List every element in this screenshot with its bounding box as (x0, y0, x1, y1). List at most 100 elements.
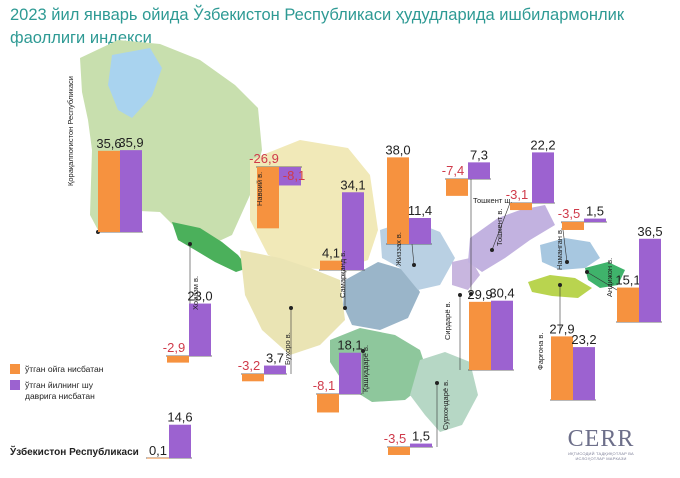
map-region-surkhandarya (410, 352, 478, 432)
map-region-bukhara (240, 250, 345, 355)
region-4-bar-year (532, 152, 554, 203)
region-0-bar-month (98, 150, 120, 232)
region-12-value-label-year: 30,4 (489, 286, 514, 301)
region-6-marker-dot (585, 270, 589, 274)
legend-swatch-purple (10, 380, 20, 390)
region-11-value-label-year: 1,5 (412, 429, 430, 444)
region-1-bar-year (279, 167, 301, 186)
region-4-value-label-year: 22,2 (530, 137, 555, 152)
region-6-value-label-month: 15,1 (615, 273, 640, 288)
region-0-value-label-year: 35,9 (118, 135, 143, 150)
region-13-name-label: Фарғона в. (536, 333, 545, 370)
region-8-value-label-month: -2,9 (163, 340, 185, 355)
region-9-name-label: Бухоро в. (283, 332, 292, 365)
region-2-bar-month (387, 157, 409, 244)
region-0-bar-year (120, 150, 142, 232)
region-5-name-label: Наманган в. (555, 228, 564, 270)
region-13-bar-year (573, 347, 595, 400)
region-10-value-label-month: -8,1 (313, 378, 335, 393)
region-13-marker-dot (558, 283, 562, 287)
region-2-marker-dot (412, 263, 416, 267)
region-4-bar-month (510, 203, 532, 211)
region-10-bar-month (317, 394, 339, 413)
region-9-bar-year (264, 365, 286, 374)
map-region-tashkent (468, 205, 555, 272)
region-3-bar-year (468, 162, 490, 179)
region-10-bar-year (339, 352, 361, 394)
region-2-name-label: Жиззах в. (394, 232, 403, 266)
region-12-bar-month (469, 301, 491, 370)
region-6-bar-year (639, 238, 661, 322)
region-14-bar-month (147, 457, 169, 459)
region-5-bar-year (584, 218, 606, 222)
region-1-value-label-month: -26,9 (249, 151, 279, 166)
region-3-bar-month (446, 179, 468, 196)
region-7-bar-month (320, 260, 342, 270)
legend-label-orange: ўтган ойга нисбатан (25, 364, 104, 374)
region-11-name-label: Сурхондарё в. (441, 380, 450, 430)
region-14-value-label-month: 0,1 (149, 443, 167, 458)
region-12-marker-dot (458, 293, 462, 297)
region-4-leader-line (491, 202, 511, 251)
region-8-name-label: Хоразм в. (191, 276, 200, 310)
region-11-value-label-month: -3,5 (384, 431, 406, 446)
region-11-bar-month (388, 447, 410, 455)
legend-item-orange: ўтган ойга нисбатан (10, 364, 125, 375)
region-5-value-label-year: 1,5 (586, 204, 604, 219)
legend-label-purple: ўтган йилнинг шу даврига нисбатан (25, 380, 95, 401)
map-region-khorezm (172, 222, 248, 272)
region-2-bar-year (409, 218, 431, 244)
region-6-leader-line (586, 271, 618, 291)
region-9-value-label-month: -3,2 (238, 358, 260, 373)
region-7-marker-dot (343, 306, 347, 310)
region-6-name-label: Андижон в. (605, 258, 614, 297)
region-13-value-label-year: 23,2 (571, 332, 596, 347)
region-2-value-label-year: 11,4 (408, 203, 432, 218)
map-region-namangan (540, 238, 600, 270)
region-14-bar-year (169, 424, 191, 458)
region-13-bar-month (551, 336, 573, 400)
region-7-bar-year (342, 192, 364, 270)
region-8-value-label-year: 23,0 (187, 289, 212, 304)
region-10-value-label-year: 18,1 (337, 338, 362, 353)
cerr-logo: CERR ИҚТИСОДИЙ ТАДҚИҚОТЛАР ВА ИСЛОҲОТЛАР… (562, 427, 640, 461)
map-region-andijan (585, 262, 625, 288)
region-1-name-label: Навоий в. (255, 172, 264, 206)
region-14-value-label-year: 14,6 (167, 410, 192, 425)
region-11-bar-year (410, 443, 432, 447)
region-7-name-label: Самарқанд в. (338, 251, 347, 298)
region-0-name-label: Қорақалпоғистон Республикаси (66, 76, 75, 186)
region-2-value-label-month: 38,0 (385, 142, 410, 157)
legend: ўтган ойга нисбатан ўтган йилнинг шу дав… (10, 364, 125, 407)
region-9-value-label-year: 3,7 (266, 351, 284, 366)
legend-item-purple: ўтган йилнинг шу даврига нисбатан (10, 380, 125, 402)
region-8-bar-month (167, 356, 189, 363)
region-5-bar-month (562, 222, 584, 230)
region-9-marker-dot (289, 306, 293, 310)
map-aral-sea (108, 48, 162, 118)
region-6-bar-month (617, 287, 639, 322)
region-4-marker-dot (490, 248, 494, 252)
region-5-value-label-month: -3,5 (558, 206, 580, 221)
map-region-syrdarya (452, 258, 480, 290)
region-8-bar-year (189, 303, 211, 356)
region-7-value-label-month: 4,1 (322, 246, 340, 261)
region-5-marker-dot (565, 260, 569, 264)
region-7-value-label-year: 34,1 (340, 177, 365, 192)
region-3-value-label-month: -7,4 (442, 163, 464, 178)
region-11-marker-dot (435, 381, 439, 385)
legend-swatch-orange (10, 364, 20, 374)
region-4-value-label-month: -3,1 (506, 187, 528, 202)
region-3-value-label-year: 7,3 (470, 147, 488, 162)
region-3-marker-dot (469, 292, 473, 296)
region-4-name-label: Тошкент в. (495, 209, 504, 246)
region-0-value-label-month: 35,6 (96, 136, 121, 151)
region-1-bar-month (257, 167, 279, 229)
country-label: Ўзбекистон Республикаси (10, 447, 139, 458)
map-region-samarkand (343, 262, 420, 330)
region-6-value-label-year: 36,5 (637, 224, 662, 239)
region-12-name-label: Сирдарё в. (443, 301, 452, 340)
region-3-name-label: Тошкент ш. (473, 196, 512, 205)
cerr-logo-subtitle: ИҚТИСОДИЙ ТАДҚИҚОТЛАР ВА ИСЛОҲОТЛАР МАРК… (568, 451, 634, 461)
